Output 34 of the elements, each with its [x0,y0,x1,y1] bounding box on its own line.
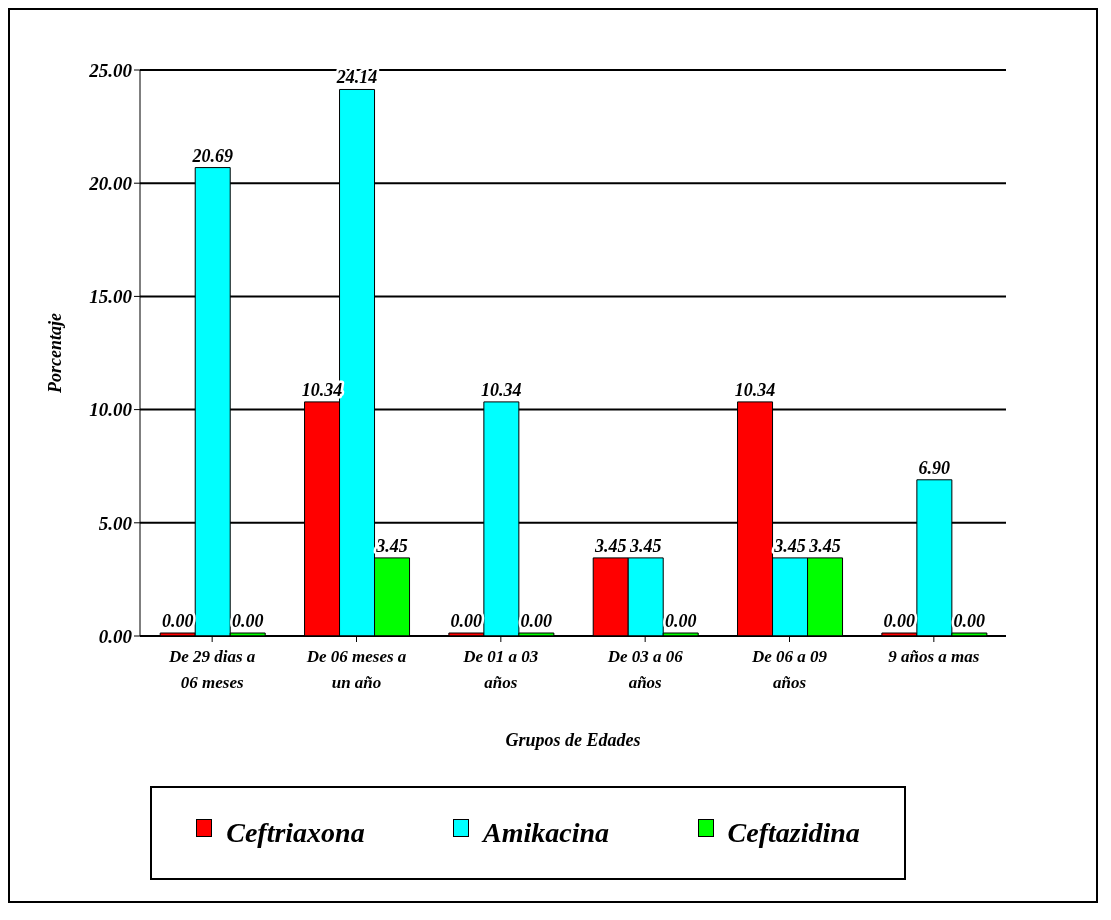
x-axis-title: Grupos de Edades [505,730,641,750]
data-label: 6.90 [918,457,951,478]
data-label: 3.45 [773,535,806,556]
x-tick-label: De 03 a 06 años [606,647,684,692]
legend-label: Ceftriaxona [226,817,365,849]
x-tick-label: De 06 a 09 años [750,647,828,692]
data-label: 10.34 [481,379,522,400]
y-tick-label: 5.00 [98,512,133,534]
y-tick-label: 0.00 [98,625,133,647]
x-tick-label: De 06 meses a un año [305,647,407,692]
data-label: 24.14 [335,67,378,88]
data-label: 0.00 [953,611,986,631]
y-tick-label: 15.00 [89,286,133,308]
data-label: 3.45 [808,535,841,556]
data-label: 0.00 [520,611,553,631]
y-tick-label: 20.00 [88,172,133,194]
x-tick-label: 9 años a mas [888,647,980,666]
legend-label: Ceftazidina [727,817,860,849]
data-label: 0.00 [231,611,264,631]
x-tick-label: De 29 dias a 06 meses [167,647,256,692]
data-label: 3.45 [375,535,408,556]
data-label: 10.34 [734,379,776,400]
x-tick-label: De 01 a 03 años [462,647,539,692]
data-label: 20.69 [191,145,233,166]
y-tick-label: 10.00 [89,399,133,421]
data-label: 0.00 [161,611,194,631]
y-axis-title: Porcentaje [45,313,66,394]
data-label: 0.00 [883,611,916,631]
data-label: 3.45 [628,535,662,556]
data-label: 0.00 [664,611,697,631]
y-tick-label: 25.00 [88,59,133,81]
legend-label: Amikacina [483,817,610,849]
data-label: 0.00 [450,611,483,631]
data-label: 3.45 [593,535,627,556]
